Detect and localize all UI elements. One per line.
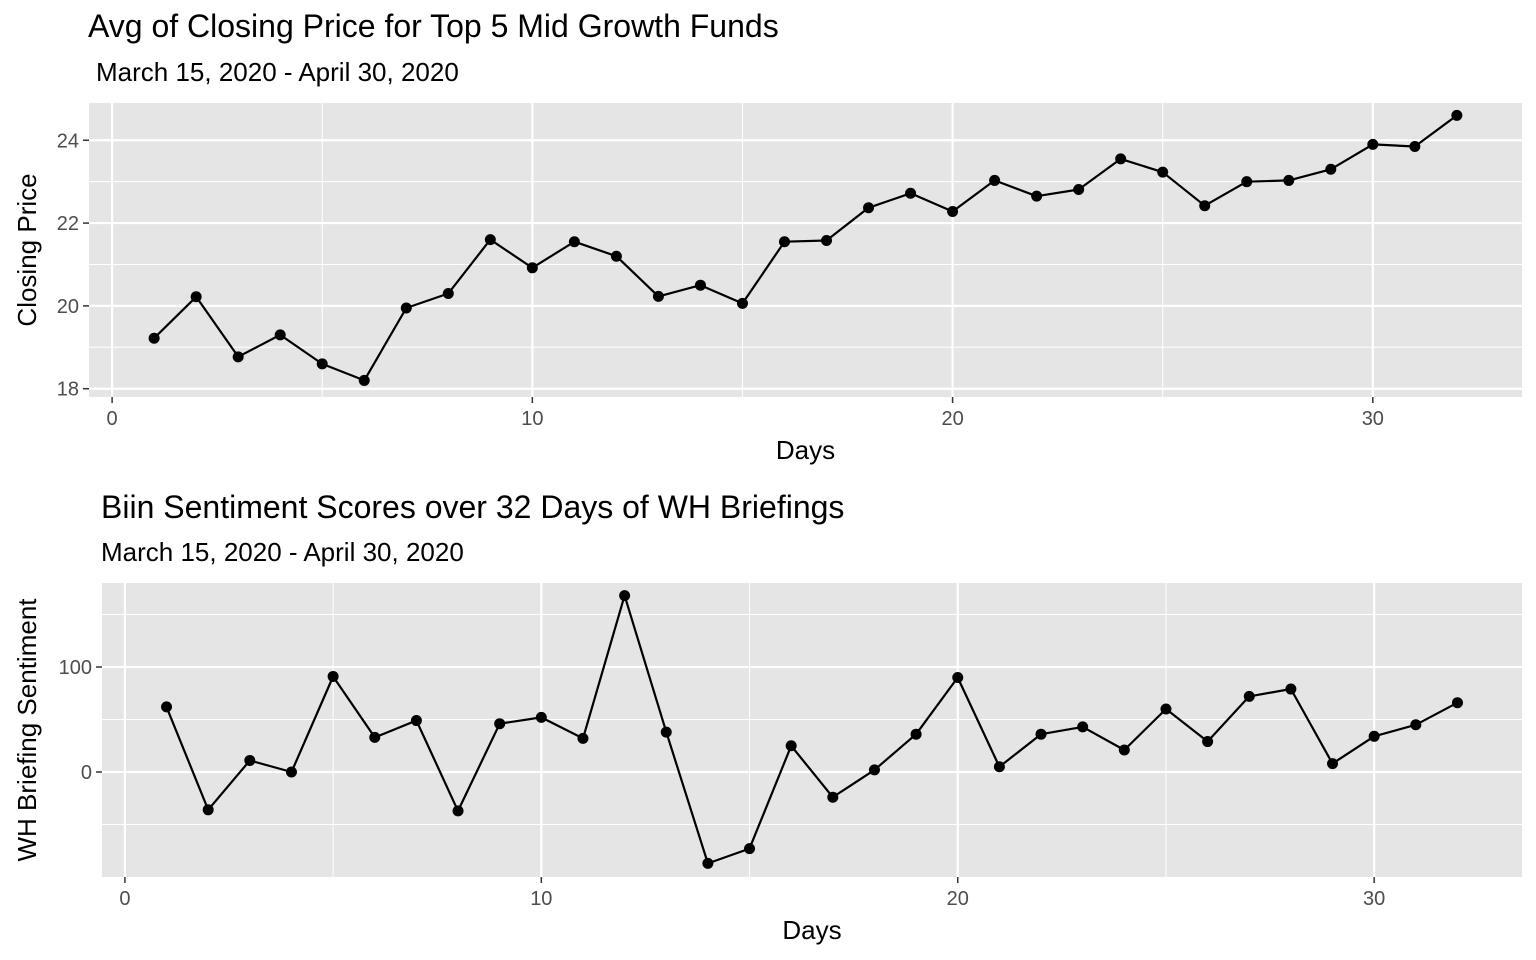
- chart-subtitle: March 15, 2020 - April 30, 2020: [96, 57, 459, 87]
- data-point: [1285, 683, 1297, 695]
- series-line: [165, 594, 1459, 865]
- data-point: [274, 329, 286, 341]
- data-point: [1367, 138, 1379, 150]
- data-point: [989, 174, 1001, 186]
- data-point: [868, 764, 880, 776]
- data-point: [526, 262, 538, 274]
- data-point: [1283, 174, 1295, 186]
- data-point: [285, 766, 297, 778]
- data-point: [619, 590, 631, 602]
- data-point: [821, 234, 833, 246]
- data-point: [1409, 140, 1421, 152]
- y-tick-label: 0: [81, 762, 92, 784]
- data-point: [905, 187, 917, 199]
- data-point: [785, 740, 797, 752]
- y-tick-label: 22: [57, 213, 79, 235]
- data-point: [610, 250, 622, 262]
- x-tick-label: 10: [521, 408, 543, 430]
- data-point: [652, 290, 664, 302]
- data-point: [316, 358, 328, 370]
- y-tick-label: 18: [57, 379, 79, 401]
- data-point: [952, 672, 964, 683]
- x-tick-label: 30: [1362, 408, 1384, 430]
- chart-closing-price: Avg of Closing Price for Top 5 Mid Growt…: [0, 0, 1536, 470]
- data-point: [1035, 728, 1047, 740]
- data-point: [660, 726, 672, 738]
- x-axis-title: Days: [782, 915, 841, 945]
- data-point: [1325, 163, 1337, 175]
- data-point: [400, 302, 412, 314]
- y-axis-title: Closing Price: [12, 173, 42, 326]
- x-tick-label: 0: [119, 888, 130, 910]
- data-point: [778, 236, 790, 248]
- plot-area: 0 10 20 30 18 20 22 24 Days Closing Price: [12, 103, 1522, 465]
- data-point: [327, 670, 339, 682]
- x-tick-label: 20: [947, 888, 969, 910]
- data-point: [1410, 719, 1422, 731]
- data-point: [148, 332, 160, 344]
- y-tick-label: 100: [59, 657, 92, 679]
- data-point: [369, 731, 381, 743]
- panel-background: [102, 583, 1522, 877]
- data-point: [1115, 153, 1127, 165]
- data-point: [702, 857, 714, 869]
- data-point: [827, 791, 839, 803]
- x-tick-label: 20: [941, 408, 963, 430]
- data-point: [694, 279, 706, 291]
- data-point: [452, 805, 464, 817]
- chart-title: Avg of Closing Price for Top 5 Mid Growt…: [88, 8, 779, 44]
- data-point: [190, 291, 202, 303]
- data-point: [1451, 697, 1463, 709]
- data-point: [910, 728, 922, 740]
- data-point: [442, 287, 454, 299]
- data-point: [244, 754, 256, 766]
- data-point: [947, 205, 959, 217]
- data-point: [161, 701, 173, 713]
- data-point: [1327, 758, 1339, 770]
- chart-subtitle: March 15, 2020 - April 30, 2020: [101, 537, 464, 567]
- data-point: [202, 804, 214, 816]
- chart-title: Biin Sentiment Scores over 32 Days of WH…: [101, 489, 845, 525]
- data-point: [358, 374, 370, 386]
- data-point: [1157, 166, 1169, 178]
- data-point: [1451, 109, 1463, 121]
- data-point: [1118, 744, 1130, 756]
- y-axis-title: WH Briefing Sentiment: [12, 598, 42, 862]
- data-point: [1073, 184, 1085, 196]
- y-tick-label: 24: [57, 130, 79, 152]
- data-point: [232, 351, 244, 363]
- data-point: [484, 234, 496, 246]
- data-point: [1241, 176, 1253, 188]
- x-tick-label: 0: [107, 408, 118, 430]
- data-point: [1368, 730, 1380, 742]
- data-point: [863, 202, 875, 214]
- data-point: [993, 761, 1005, 773]
- data-point: [494, 718, 506, 730]
- x-axis-title: Days: [776, 435, 835, 465]
- data-point: [577, 732, 589, 744]
- series-line: [153, 114, 1458, 382]
- data-point: [568, 236, 580, 248]
- data-point: [1199, 200, 1211, 212]
- data-point: [410, 715, 422, 727]
- x-tick-label: 30: [1363, 888, 1385, 910]
- data-point: [1077, 721, 1089, 733]
- x-tick-label: 10: [530, 888, 552, 910]
- panel-background: [89, 103, 1522, 397]
- data-point: [736, 297, 748, 309]
- y-tick-label: 20: [57, 296, 79, 318]
- data-point: [1031, 190, 1043, 202]
- data-point: [1243, 690, 1255, 702]
- data-point: [1160, 703, 1172, 715]
- data-point: [744, 843, 756, 855]
- data-point: [1202, 736, 1214, 748]
- data-point: [535, 711, 547, 723]
